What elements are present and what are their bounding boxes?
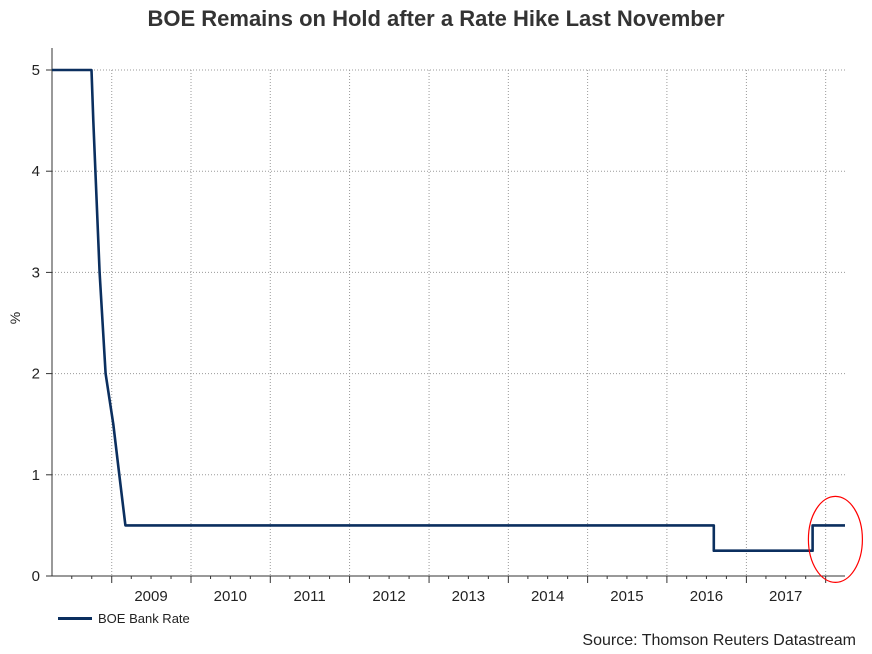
grid bbox=[52, 69, 845, 576]
x-tick-label: 2012 bbox=[372, 588, 405, 605]
y-tick-label: 3 bbox=[32, 264, 40, 281]
y-axis-label: % bbox=[7, 312, 23, 324]
highlight-circle bbox=[807, 495, 864, 584]
source-note: Source: Thomson Reuters Datastream bbox=[582, 632, 856, 649]
y-tick-label: 1 bbox=[32, 467, 40, 484]
y-tick-label: 2 bbox=[32, 366, 40, 383]
y-tick-label: 5 bbox=[32, 62, 40, 79]
series-layer bbox=[52, 68, 845, 553]
legend: BOE Bank Rate bbox=[58, 611, 190, 626]
x-tick-label: 2009 bbox=[134, 588, 167, 605]
x-tick-label: 2010 bbox=[214, 588, 247, 605]
legend-swatch bbox=[58, 617, 92, 620]
x-tick-label: 2016 bbox=[690, 588, 723, 605]
legend-label: BOE Bank Rate bbox=[98, 611, 190, 626]
series-line-boe-bank-rate bbox=[52, 68, 845, 553]
x-tick-label: 2013 bbox=[452, 588, 485, 605]
y-tick-label: 0 bbox=[32, 568, 40, 585]
x-tick-label: 2017 bbox=[769, 588, 802, 605]
x-tick-label: 2015 bbox=[610, 588, 643, 605]
chart-title: BOE Remains on Hold after a Rate Hike La… bbox=[147, 6, 725, 31]
x-tick-label: 2011 bbox=[293, 588, 325, 605]
axes: 0 1 2 3 4 5 2009 2010 2011 2012 2013 2014 2015 2016 20… bbox=[32, 48, 845, 605]
y-tick-label: 4 bbox=[32, 163, 40, 180]
annotations bbox=[807, 495, 864, 584]
x-tick-label: 2014 bbox=[531, 588, 564, 605]
